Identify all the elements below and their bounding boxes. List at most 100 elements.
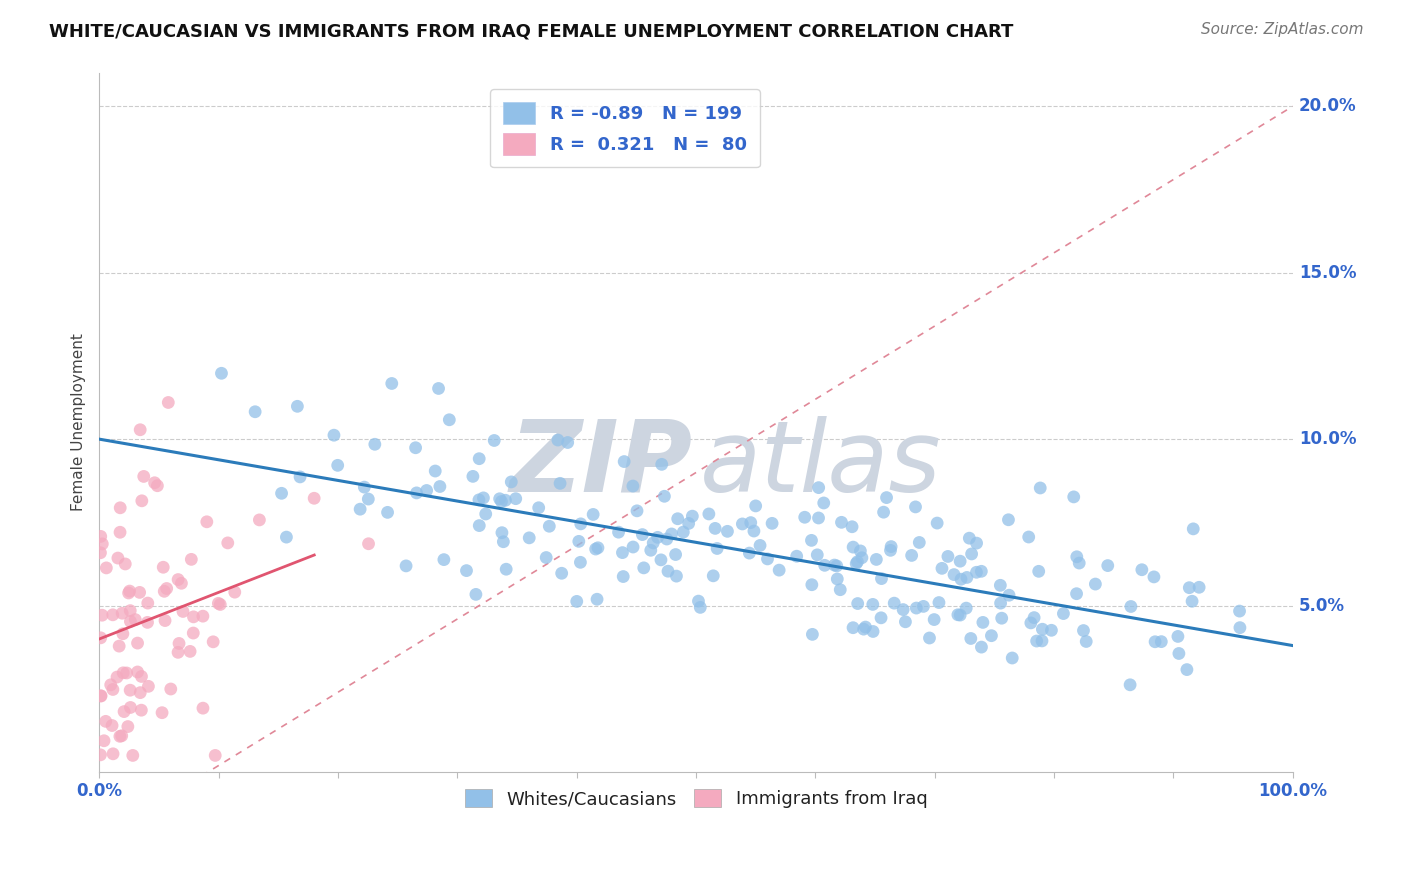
- Point: [800, 533, 823, 548]
- Point: [129, 423, 152, 437]
- Point: [1119, 599, 1142, 614]
- Point: [132, 469, 155, 483]
- Point: [631, 527, 654, 541]
- Point: [1066, 587, 1088, 601]
- Point: [156, 582, 179, 596]
- Point: [846, 597, 869, 611]
- Point: [195, 515, 218, 529]
- Point: [364, 437, 387, 451]
- Text: 15.0%: 15.0%: [1299, 264, 1357, 282]
- Point: [870, 572, 893, 586]
- Point: [702, 569, 724, 583]
- Point: [111, 729, 134, 743]
- Point: [115, 665, 138, 680]
- Point: [1024, 610, 1046, 624]
- Point: [108, 639, 131, 653]
- Point: [131, 703, 153, 717]
- Point: [1182, 522, 1205, 536]
- Point: [534, 550, 557, 565]
- Point: [612, 546, 634, 560]
- Point: [927, 516, 949, 530]
- Point: [1025, 634, 1047, 648]
- Point: [621, 540, 644, 554]
- Point: [191, 701, 214, 715]
- Point: [433, 552, 456, 566]
- Y-axis label: Female Unemployment: Female Unemployment: [72, 334, 86, 511]
- Point: [1167, 647, 1189, 661]
- Point: [491, 494, 513, 508]
- Point: [688, 594, 710, 608]
- Point: [849, 544, 872, 558]
- Point: [814, 558, 837, 573]
- Point: [202, 635, 225, 649]
- Point: [1069, 556, 1091, 570]
- Point: [586, 592, 609, 607]
- Point: [689, 600, 711, 615]
- Point: [1028, 564, 1050, 578]
- Point: [474, 507, 496, 521]
- Point: [143, 475, 166, 490]
- Point: [742, 524, 765, 538]
- Point: [666, 512, 689, 526]
- Point: [1167, 629, 1189, 643]
- Point: [955, 601, 977, 615]
- Point: [1029, 481, 1052, 495]
- Point: [1175, 663, 1198, 677]
- Point: [633, 561, 655, 575]
- Point: [1119, 678, 1142, 692]
- Point: [302, 491, 325, 506]
- Point: [180, 552, 202, 566]
- Point: [167, 636, 190, 650]
- Point: [484, 434, 506, 448]
- Point: [749, 538, 772, 552]
- Point: [1229, 621, 1251, 635]
- Point: [207, 596, 229, 610]
- Point: [949, 608, 972, 623]
- Point: [357, 491, 380, 506]
- Point: [830, 582, 852, 597]
- Point: [904, 500, 927, 514]
- Point: [527, 500, 550, 515]
- Point: [716, 524, 738, 539]
- Point: [697, 507, 720, 521]
- Point: [287, 400, 309, 414]
- Point: [495, 493, 517, 508]
- Point: [111, 606, 134, 620]
- Point: [191, 609, 214, 624]
- Point: [472, 491, 495, 505]
- Point: [120, 604, 142, 618]
- Point: [172, 604, 194, 618]
- Text: ZIP: ZIP: [509, 416, 693, 513]
- Point: [970, 640, 993, 654]
- Point: [243, 405, 266, 419]
- Point: [425, 464, 447, 478]
- Point: [488, 491, 510, 506]
- Point: [865, 552, 887, 566]
- Point: [505, 491, 527, 506]
- Point: [1150, 634, 1173, 648]
- Point: [89, 546, 111, 560]
- Point: [107, 551, 129, 566]
- Point: [825, 558, 848, 573]
- Point: [117, 586, 139, 600]
- Point: [93, 733, 115, 747]
- Point: [405, 441, 427, 455]
- Point: [988, 578, 1011, 592]
- Point: [1031, 622, 1053, 636]
- Point: [377, 505, 399, 519]
- Point: [846, 555, 869, 569]
- Point: [647, 530, 669, 544]
- Point: [650, 553, 672, 567]
- Point: [96, 561, 118, 575]
- Point: [427, 382, 450, 396]
- Point: [124, 613, 146, 627]
- Point: [740, 516, 762, 530]
- Point: [936, 549, 959, 564]
- Point: [956, 570, 979, 584]
- Point: [270, 486, 292, 500]
- Point: [922, 613, 945, 627]
- Point: [1097, 558, 1119, 573]
- Point: [990, 596, 1012, 610]
- Point: [966, 566, 988, 580]
- Text: WHITE/CAUCASIAN VS IMMIGRANTS FROM IRAQ FEMALE UNEMPLOYMENT CORRELATION CHART: WHITE/CAUCASIAN VS IMMIGRANTS FROM IRAQ …: [49, 22, 1014, 40]
